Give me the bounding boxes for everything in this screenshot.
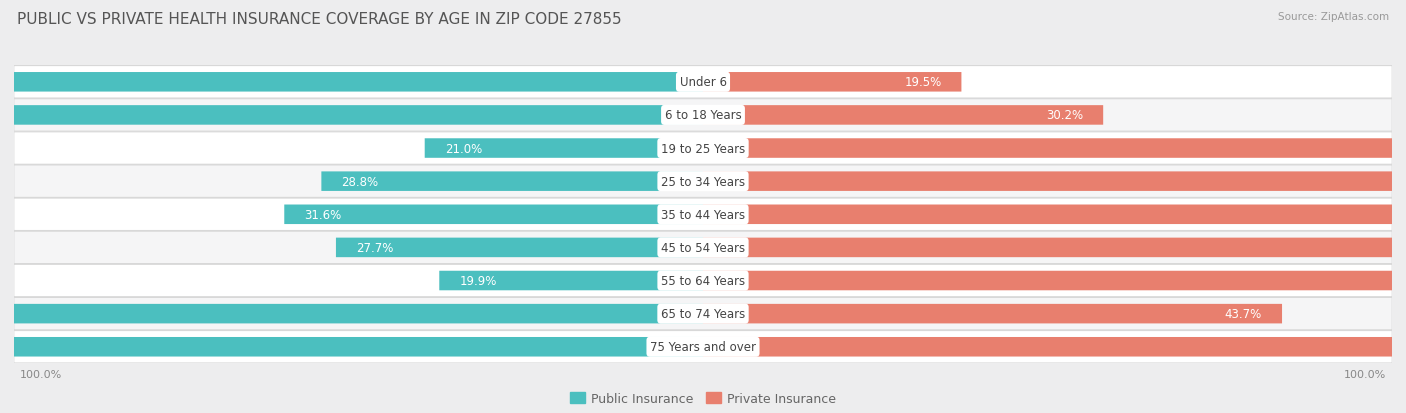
FancyBboxPatch shape [703, 73, 962, 93]
FancyBboxPatch shape [14, 298, 1392, 330]
Text: 6 to 18 Years: 6 to 18 Years [665, 109, 741, 122]
Text: 19.9%: 19.9% [460, 274, 496, 287]
FancyBboxPatch shape [0, 337, 703, 357]
Text: Under 6: Under 6 [679, 76, 727, 89]
Text: PUBLIC VS PRIVATE HEALTH INSURANCE COVERAGE BY AGE IN ZIP CODE 27855: PUBLIC VS PRIVATE HEALTH INSURANCE COVER… [17, 12, 621, 27]
FancyBboxPatch shape [14, 331, 1392, 363]
Text: 21.0%: 21.0% [444, 142, 482, 155]
Text: 45 to 54 Years: 45 to 54 Years [661, 241, 745, 254]
FancyBboxPatch shape [703, 205, 1406, 225]
FancyBboxPatch shape [703, 172, 1406, 192]
FancyBboxPatch shape [14, 199, 1392, 231]
FancyBboxPatch shape [439, 271, 703, 291]
FancyBboxPatch shape [14, 166, 1392, 198]
FancyBboxPatch shape [14, 66, 1392, 99]
FancyBboxPatch shape [14, 265, 1392, 297]
Text: 55 to 64 Years: 55 to 64 Years [661, 274, 745, 287]
FancyBboxPatch shape [322, 172, 703, 192]
FancyBboxPatch shape [336, 238, 703, 258]
Text: 28.8%: 28.8% [342, 175, 378, 188]
Text: 30.2%: 30.2% [1046, 109, 1083, 122]
Text: 35 to 44 Years: 35 to 44 Years [661, 208, 745, 221]
Legend: Public Insurance, Private Insurance: Public Insurance, Private Insurance [569, 392, 837, 405]
Text: 65 to 74 Years: 65 to 74 Years [661, 307, 745, 320]
Text: 19.5%: 19.5% [904, 76, 942, 89]
FancyBboxPatch shape [14, 133, 1392, 165]
Text: 27.7%: 27.7% [356, 241, 394, 254]
FancyBboxPatch shape [703, 139, 1406, 159]
Text: 31.6%: 31.6% [304, 208, 342, 221]
Text: 19 to 25 Years: 19 to 25 Years [661, 142, 745, 155]
Text: 25 to 34 Years: 25 to 34 Years [661, 175, 745, 188]
Text: 75 Years and over: 75 Years and over [650, 340, 756, 354]
FancyBboxPatch shape [14, 100, 1392, 132]
Text: 43.7%: 43.7% [1225, 307, 1263, 320]
FancyBboxPatch shape [0, 106, 703, 126]
FancyBboxPatch shape [703, 337, 1406, 357]
FancyBboxPatch shape [425, 139, 703, 159]
FancyBboxPatch shape [0, 73, 703, 93]
FancyBboxPatch shape [703, 304, 1282, 324]
FancyBboxPatch shape [703, 271, 1406, 291]
Text: Source: ZipAtlas.com: Source: ZipAtlas.com [1278, 12, 1389, 22]
FancyBboxPatch shape [703, 106, 1104, 126]
FancyBboxPatch shape [284, 205, 703, 225]
FancyBboxPatch shape [703, 238, 1406, 258]
FancyBboxPatch shape [0, 304, 703, 324]
FancyBboxPatch shape [14, 232, 1392, 264]
